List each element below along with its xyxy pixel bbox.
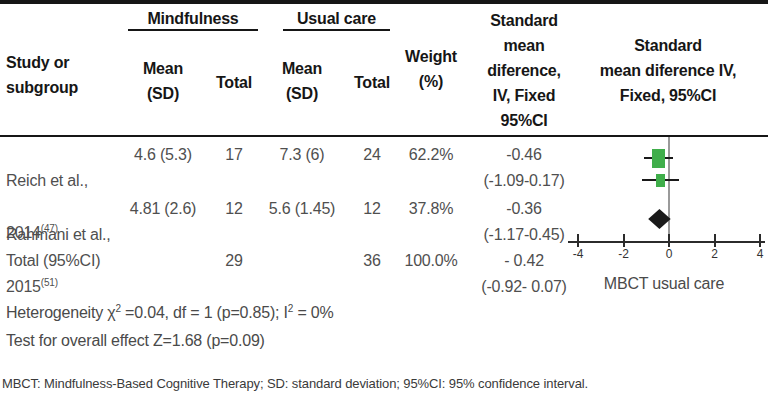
axis-tick — [577, 234, 579, 247]
total-row-usual-total: 36 — [342, 248, 402, 274]
axis-tick — [714, 234, 716, 247]
study-line1: Reich et al., — [6, 172, 88, 189]
heterogeneity-text: Heterogeneity χ — [6, 304, 115, 321]
study-year: 2015 — [6, 278, 41, 295]
header-mean-sd-usual: Mean (SD) — [262, 56, 342, 106]
top-border — [0, 0, 768, 4]
row-mean-sd-mindfulness: 4.6 (5.3) — [128, 142, 198, 168]
row-weight: 62.2% — [396, 142, 466, 168]
header-weight: Weight (%) — [396, 44, 466, 94]
row-total-mindfulness: 12 — [204, 196, 264, 222]
row-total-usual: 12 — [342, 196, 402, 222]
header-total-mindfulness: Total — [204, 70, 264, 95]
axis-tick-label: 4 — [748, 247, 768, 261]
axis-caption: MBCT usual care — [560, 275, 768, 293]
axis-tick-label: -4 — [566, 247, 590, 261]
row-mean-sd-mindfulness: 4.81 (2.6) — [128, 196, 198, 222]
axis-tick-label: 0 — [657, 247, 681, 261]
header-mean-sd-mindfulness: Mean (SD) — [128, 56, 198, 106]
forest-plot-figure: Study or subgroup Mindfulness Usual care… — [0, 0, 768, 400]
zero-effect-line — [668, 137, 670, 241]
row-total-usual: 24 — [342, 142, 402, 168]
header-smd-plot-col: Standard mean diference IV, Fixed, 95%CI — [568, 33, 768, 108]
heterogeneity-text: = 0% — [293, 304, 333, 321]
total-row-mindfulness-total: 29 — [204, 248, 264, 274]
study-effect-square — [652, 149, 665, 168]
axis-tick-label: 2 — [703, 247, 727, 261]
axis-tick-label: -2 — [612, 247, 636, 261]
study-reference-number: (51) — [41, 277, 58, 288]
total-row-label: Total (95%CI) — [6, 248, 166, 274]
header-group-mindfulness: Mindfulness — [128, 6, 258, 31]
row-total-mindfulness: 17 — [204, 142, 264, 168]
header-study-subgroup: Study or subgroup — [6, 50, 134, 100]
header-group-usual-care: Usual care — [283, 6, 390, 31]
row-mean-sd-usual: 7.3 (6) — [262, 142, 342, 168]
total-row-weight: 100.0% — [396, 248, 466, 274]
axis-tick — [759, 234, 761, 247]
row-weight: 37.8% — [396, 196, 466, 222]
heterogeneity-text: =0.04, df = 1 (p=0.85); I — [121, 304, 288, 321]
overall-effect-stat: Test for overall effect Z=1.68 (p=0.09) — [6, 332, 265, 350]
header-total-usual: Total — [342, 70, 402, 95]
header-smd-text-col: Standard mean diference, IV, Fixed 95%CI — [464, 8, 584, 133]
axis-tick — [623, 234, 625, 247]
study-effect-square — [656, 174, 665, 187]
x-axis-line — [568, 241, 765, 243]
axis-tick — [668, 234, 670, 247]
row-mean-sd-usual: 5.6 (1.45) — [262, 196, 342, 222]
abbreviations-note: MBCT: Mindfulness-Based Cognitive Therap… — [2, 376, 588, 391]
heterogeneity-stat: Heterogeneity χ2 =0.04, df = 1 (p=0.85);… — [6, 304, 334, 322]
study-line1: Rahmani et al., — [6, 226, 111, 243]
